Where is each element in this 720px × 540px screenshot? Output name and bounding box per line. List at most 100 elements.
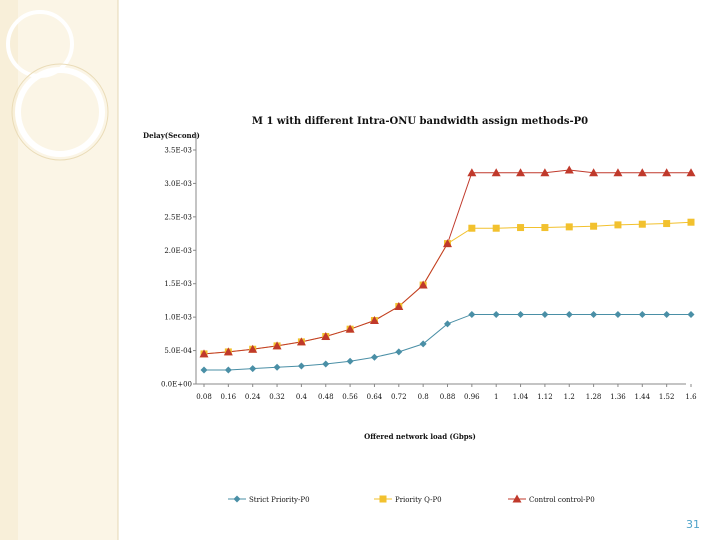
sidebar-inner-panel bbox=[18, 0, 118, 540]
y-tick-label: 1.0E-03 bbox=[164, 314, 192, 322]
y-tick-label: 2.0E-03 bbox=[164, 247, 192, 255]
legend-markers bbox=[228, 494, 526, 503]
x-tick-label: 0.4 bbox=[296, 393, 308, 401]
x-tick-label: 0.8 bbox=[418, 393, 429, 401]
series-lines bbox=[203, 169, 692, 371]
data-point bbox=[564, 165, 574, 174]
page-number: 31 bbox=[686, 518, 700, 531]
data-point bbox=[637, 168, 647, 177]
data-point bbox=[418, 280, 428, 289]
data-point bbox=[517, 310, 525, 318]
data-point bbox=[492, 224, 500, 232]
data-point bbox=[540, 168, 550, 177]
y-tick-label: 1.5E-03 bbox=[164, 280, 192, 288]
data-point bbox=[467, 168, 477, 177]
data-point bbox=[638, 310, 646, 318]
legend-marker-2 bbox=[379, 495, 387, 503]
data-point bbox=[370, 353, 378, 361]
data-point bbox=[322, 360, 330, 368]
x-tick-labels: 0.08 0.16 0.24 0.32 0.4 0.48 0.56 0.64 0.72 0.8 0.… bbox=[196, 384, 697, 401]
data-point bbox=[614, 221, 622, 229]
data-point bbox=[345, 324, 355, 333]
x-tick-label: 1.36 bbox=[610, 393, 626, 401]
data-point bbox=[565, 310, 573, 318]
decorative-circle-small bbox=[6, 10, 74, 78]
legend-label-control: Control control-P0 bbox=[529, 496, 595, 504]
data-point bbox=[321, 332, 331, 341]
data-point bbox=[223, 347, 233, 356]
x-tick-label: 0.88 bbox=[440, 393, 456, 401]
x-tick-label: 0.16 bbox=[221, 393, 237, 401]
data-point bbox=[662, 168, 672, 177]
x-tick-label: 0.96 bbox=[464, 393, 480, 401]
data-point bbox=[663, 220, 671, 228]
data-point bbox=[517, 224, 525, 232]
x-tick-label: 0.24 bbox=[245, 393, 261, 401]
x-tick-label: 1.12 bbox=[537, 393, 553, 401]
data-point bbox=[590, 310, 598, 318]
x-tick-label: 1.52 bbox=[659, 393, 675, 401]
y-tick-label: 2.5E-03 bbox=[164, 213, 192, 221]
x-tick-label: 0.56 bbox=[342, 393, 358, 401]
x-tick-label: 1.44 bbox=[635, 393, 651, 401]
data-point bbox=[614, 310, 622, 318]
y-tick-label: 5.0E-04 bbox=[164, 347, 192, 355]
data-point bbox=[468, 310, 476, 318]
data-point bbox=[686, 168, 696, 177]
data-point bbox=[394, 301, 404, 310]
x-tick-label: 0.72 bbox=[391, 393, 407, 401]
x-tick-label: 1.28 bbox=[586, 393, 602, 401]
data-point bbox=[541, 310, 549, 318]
data-point bbox=[687, 310, 695, 318]
y-axis-label: Delay(Second) bbox=[143, 131, 200, 140]
data-point bbox=[443, 239, 452, 248]
data-point bbox=[613, 168, 623, 177]
chart-axes bbox=[195, 134, 686, 385]
legend-label-priority-q: Priority Q-P0 bbox=[395, 496, 442, 504]
y-tick-label: 3.5E-03 bbox=[164, 147, 192, 155]
data-point bbox=[468, 224, 476, 232]
data-point bbox=[272, 341, 282, 350]
x-tick-label: 1.04 bbox=[513, 393, 529, 401]
data-point bbox=[565, 223, 573, 231]
data-point bbox=[248, 344, 258, 353]
data-point bbox=[541, 224, 549, 232]
data-point bbox=[199, 349, 209, 358]
data-point bbox=[273, 363, 281, 371]
data-point bbox=[491, 168, 501, 177]
x-tick-label: 0.64 bbox=[367, 393, 383, 401]
data-point bbox=[589, 168, 599, 177]
data-point bbox=[516, 168, 526, 177]
y-tick-label: 0.0E+00 bbox=[161, 381, 192, 389]
data-point bbox=[346, 357, 354, 365]
data-point bbox=[590, 222, 598, 230]
data-point bbox=[200, 366, 208, 374]
chart-title: M 1 with different Intra-ONU bandwidth a… bbox=[251, 116, 589, 127]
y-tick-labels: 0.0E+00 5.0E-04 1.0E-03 1.5E-03 2.0E-03 2.5E-… bbox=[161, 147, 196, 389]
data-point bbox=[296, 337, 306, 346]
y-tick-label: 3.0E-03 bbox=[164, 180, 192, 188]
x-tick-label: 1.6 bbox=[685, 393, 697, 401]
decorative-circle-outline bbox=[11, 63, 109, 161]
legend-marker-1 bbox=[233, 495, 241, 503]
series-markers bbox=[199, 165, 696, 374]
data-point bbox=[444, 320, 451, 328]
data-point bbox=[419, 340, 427, 348]
data-point bbox=[638, 220, 646, 228]
data-point bbox=[663, 310, 671, 318]
x-axis-label: Offered network load (Gbps) bbox=[364, 432, 476, 441]
data-point bbox=[395, 348, 403, 356]
x-tick-label: 0.08 bbox=[196, 393, 212, 401]
data-point bbox=[687, 218, 695, 226]
legend-label-strict-priority: Strict Priority-P0 bbox=[249, 496, 310, 504]
x-tick-label: 1.2 bbox=[564, 393, 575, 401]
data-point bbox=[369, 315, 379, 324]
data-point bbox=[224, 366, 232, 374]
x-tick-label: 1 bbox=[494, 393, 498, 401]
x-tick-label: 0.32 bbox=[269, 393, 285, 401]
data-point bbox=[249, 365, 257, 373]
data-point bbox=[297, 362, 305, 370]
legend-marker-3 bbox=[512, 494, 522, 503]
